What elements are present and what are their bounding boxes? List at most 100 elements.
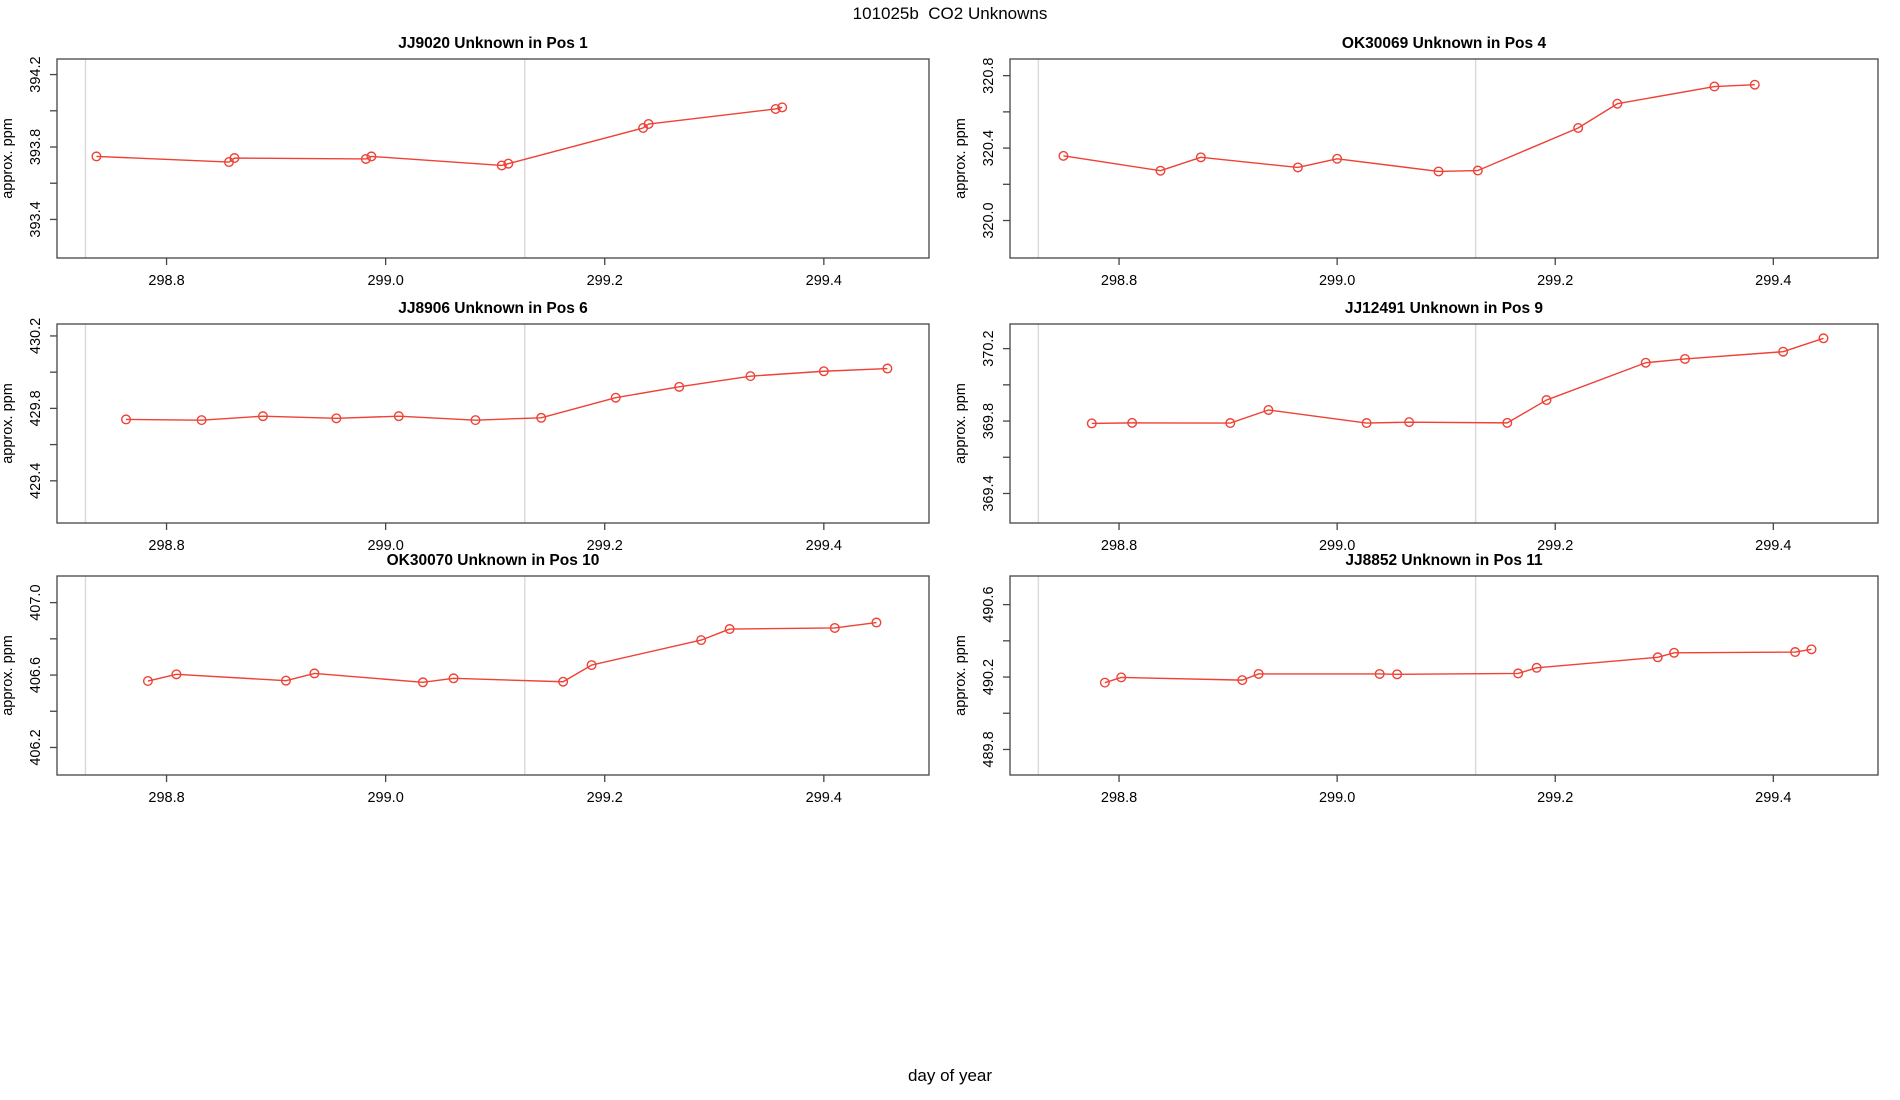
data-point: [1541, 395, 1552, 406]
panel-title: JJ12491 Unknown in Pos 9: [1345, 300, 1544, 317]
y-tick-label: 406.2: [28, 729, 44, 765]
data-point: [331, 413, 342, 424]
data-point: [1749, 79, 1760, 90]
data-point: [674, 381, 685, 392]
data-point: [1709, 81, 1720, 92]
x-tick-label: 298.8: [1101, 538, 1137, 554]
data-point: [1195, 152, 1206, 163]
series-line: [1091, 337, 1824, 425]
data-point: [1502, 417, 1513, 428]
x-tick-label: 299.2: [1537, 790, 1573, 806]
data-point: [1640, 357, 1651, 368]
x-tick-label: 299.4: [806, 538, 842, 554]
y-tick-label: 393.8: [28, 129, 44, 165]
data-point: [1392, 669, 1403, 680]
data-point: [882, 363, 893, 374]
x-tick-label: 299.0: [367, 790, 403, 806]
y-tick-label: 394.2: [28, 56, 44, 92]
x-tick-label: 298.8: [148, 273, 184, 289]
data-point: [1778, 346, 1789, 357]
x-tick-label: 299.2: [1537, 538, 1573, 554]
y-axis-label: approx. ppm: [953, 383, 969, 464]
data-point: [829, 622, 840, 633]
series-line: [147, 621, 877, 683]
x-tick-label: 299.0: [1319, 790, 1355, 806]
panel-JJ9020: JJ9020 Unknown in Pos 1 298.8 299.0 299.2 29…: [0, 35, 930, 289]
panel-JJ12491: JJ12491 Unknown in Pos 9 298.8 299.0 299.2 2…: [953, 300, 1879, 554]
x-axis-title: day of year: [907, 1066, 993, 1085]
y-tick-label: 406.6: [28, 657, 44, 693]
data-point: [1404, 417, 1415, 428]
figure-title: 101025b CO2 Unknowns: [852, 4, 1048, 23]
data-point: [309, 668, 320, 679]
x-tick-label: 299.0: [367, 273, 403, 289]
plot-frame: [1009, 323, 1879, 524]
data-point: [257, 411, 268, 422]
series-line: [1063, 84, 1755, 173]
data-point: [1263, 405, 1274, 416]
data-point: [871, 617, 882, 628]
x-tick-label: 299.0: [1319, 273, 1355, 289]
y-tick-label: 370.2: [981, 330, 997, 366]
data-point: [1612, 98, 1623, 109]
plot-frame: [1009, 58, 1879, 259]
plot-frame: [56, 58, 930, 259]
data-point: [196, 415, 207, 426]
data-point: [1361, 418, 1372, 429]
panel-OK30070: OK30070 Unknown in Pos 10 298.8 299.0 299.2…: [0, 552, 930, 806]
y-axis-label: approx. ppm: [0, 383, 16, 464]
series-line: [126, 367, 888, 421]
x-tick-label: 299.4: [806, 273, 842, 289]
x-tick-label: 299.2: [587, 273, 623, 289]
panel-title: JJ8852 Unknown in Pos 11: [1345, 552, 1543, 569]
data-point: [1116, 672, 1127, 683]
y-tick-label: 407.0: [28, 584, 44, 620]
data-point: [1237, 675, 1248, 686]
data-point: [1332, 153, 1343, 164]
x-tick-label: 299.2: [1537, 273, 1573, 289]
data-point: [536, 412, 547, 423]
data-point: [417, 677, 428, 688]
series-line: [1104, 648, 1812, 684]
y-axis-label: approx. ppm: [0, 635, 16, 716]
data-point: [818, 366, 829, 377]
x-tick-label: 299.4: [1755, 273, 1791, 289]
data-point: [393, 411, 404, 422]
data-point: [1790, 647, 1801, 658]
x-tick-label: 299.0: [367, 538, 403, 554]
y-tick-label: 320.8: [981, 58, 997, 94]
x-tick-label: 299.4: [1755, 538, 1791, 554]
data-point: [229, 153, 240, 164]
y-axis-label: approx. ppm: [953, 635, 969, 716]
y-tick-label: 490.6: [981, 586, 997, 622]
data-point: [366, 151, 377, 162]
y-tick-label: 320.4: [981, 130, 997, 166]
data-point: [586, 660, 597, 671]
plot-frame: [56, 323, 930, 524]
data-point: [1099, 677, 1110, 688]
data-point: [1513, 668, 1524, 679]
panel-title: OK30070 Unknown in Pos 10: [387, 552, 600, 569]
panel-title: JJ9020 Unknown in Pos 1: [398, 35, 588, 52]
series-line: [96, 106, 783, 167]
y-tick-label: 393.4: [28, 201, 44, 237]
y-tick-label: 320.0: [981, 202, 997, 238]
data-point: [643, 119, 654, 130]
data-point: [503, 158, 514, 169]
data-point: [558, 676, 569, 687]
data-point: [360, 153, 371, 164]
y-tick-label: 369.8: [981, 403, 997, 439]
data-point: [121, 414, 132, 425]
data-point: [1155, 165, 1166, 176]
data-point: [1472, 165, 1483, 176]
y-axis-label: approx. ppm: [0, 118, 16, 199]
data-point: [1086, 418, 1097, 429]
data-point: [448, 673, 459, 684]
data-point: [745, 371, 756, 382]
data-point: [470, 415, 481, 426]
x-tick-label: 299.2: [587, 538, 623, 554]
panel-JJ8852: JJ8852 Unknown in Pos 11 298.8 299.0 299.2 2…: [953, 552, 1879, 806]
data-point: [1127, 417, 1138, 428]
data-point: [1818, 333, 1829, 344]
